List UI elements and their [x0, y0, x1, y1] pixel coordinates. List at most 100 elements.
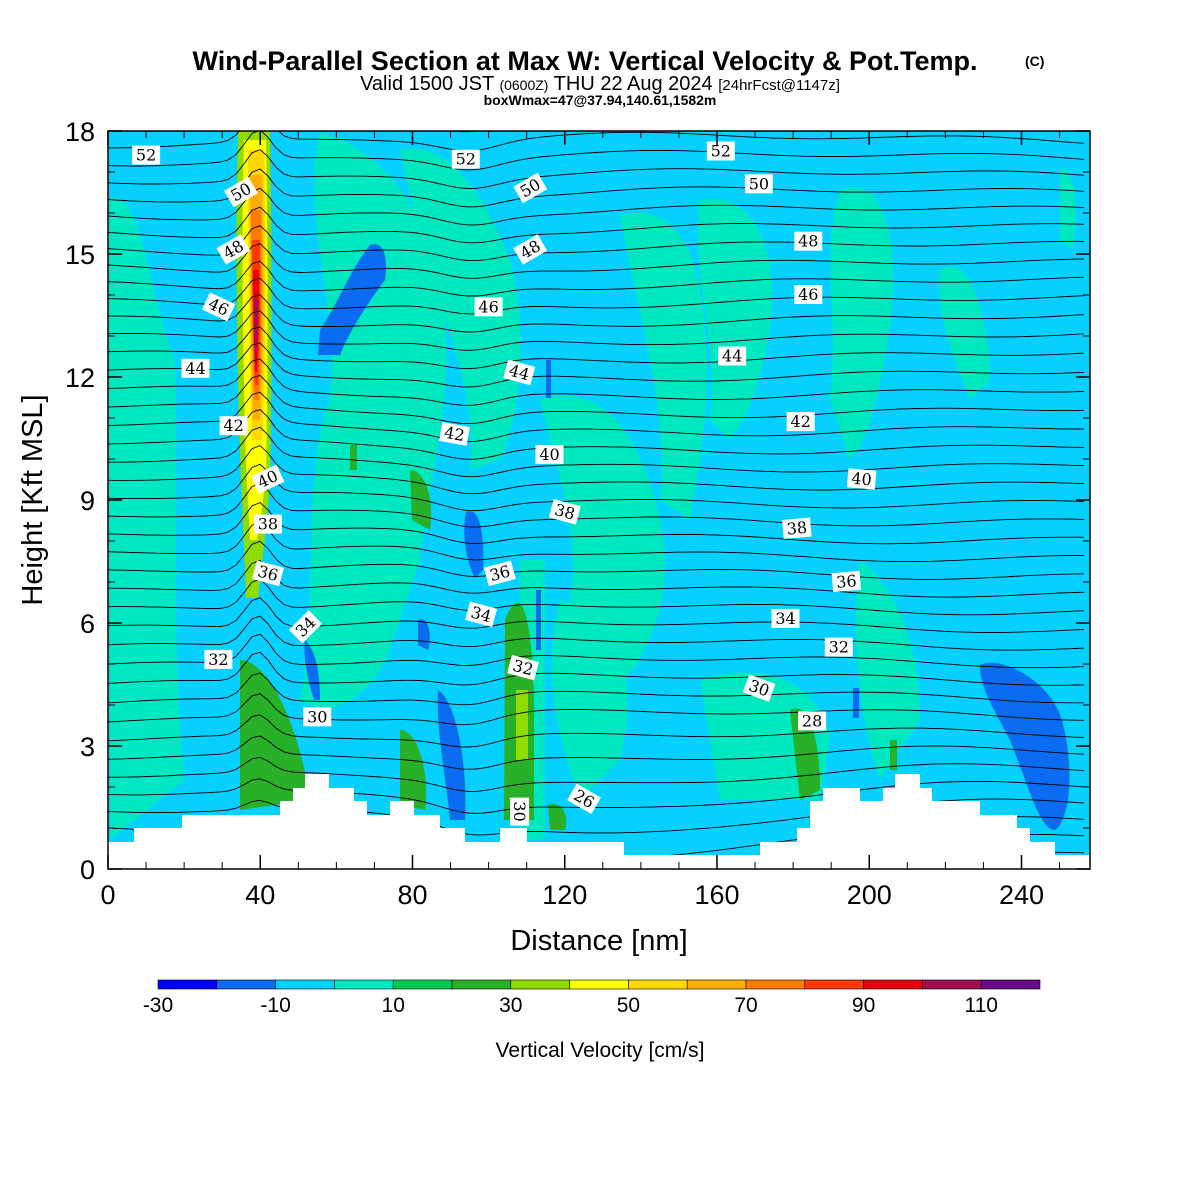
isentrope-label-text: 30 [307, 707, 327, 726]
colorbar-swatch [569, 979, 629, 990]
isentrope-label-box [219, 416, 248, 436]
isentrope-line [108, 243, 1085, 279]
isentrope-label: 30 [510, 797, 530, 826]
isentrope-line [108, 651, 1085, 686]
colorbar-swatch [451, 979, 512, 990]
isentrope-label: 52 [132, 145, 161, 165]
isentrope-line [108, 756, 1085, 792]
x-tick-label: 240 [999, 880, 1044, 910]
isentrope-label-box [794, 231, 823, 251]
isentrope-label-box [782, 517, 812, 539]
isentrope-label-text: 52 [711, 142, 731, 161]
isentrope-label: 52 [706, 141, 735, 161]
isentrope-label-box [507, 654, 540, 681]
isentrope-label-box [846, 468, 877, 490]
y-tick-label: 12 [65, 363, 95, 393]
colorbar-swatch [922, 979, 982, 990]
isentrope-label: 38 [548, 499, 581, 525]
isentrope-label-box [132, 145, 161, 165]
isentrope-label: 36 [483, 560, 516, 587]
isentrope-label-text: 48 [798, 232, 818, 251]
colorbar-swatch [216, 979, 276, 990]
x-tick-label: 80 [397, 880, 427, 910]
chart-title: Wind-Parallel Section at Max W: Vertical… [193, 46, 978, 76]
isentrope-label-box [831, 570, 862, 593]
isentrope-line [108, 615, 1085, 651]
y-tick-label: 6 [80, 609, 95, 639]
isentrope-label-text: 50 [749, 174, 769, 193]
colorbar-swatch [980, 979, 1041, 990]
subtitle-date: THU 22 Aug 2024 [554, 73, 713, 95]
isentrope-label-text: 38 [553, 500, 578, 524]
y-tick-label: 3 [80, 732, 95, 762]
isentrope-label-text: 44 [507, 361, 532, 385]
isentrope-label-text: 30 [510, 801, 529, 821]
y-axis-label: Height [Kft MSL] [17, 394, 49, 605]
isentrope-label-text: 52 [456, 150, 476, 169]
isentrope-label-text: 32 [208, 650, 228, 669]
isentrope-label: 42 [439, 422, 470, 446]
isentrope-label-box [798, 711, 827, 731]
isentrope-label-box [204, 649, 233, 669]
isentrope-line [108, 326, 1085, 370]
isentrope-line [108, 294, 1085, 333]
isentrope-label: 44 [181, 358, 210, 378]
isentrope-label-box [303, 707, 332, 727]
isentrope-label-text: 28 [802, 711, 822, 730]
colorbar: -30 -10 10 30 50 70 90 110 [143, 979, 1041, 1017]
isentrope-line [108, 672, 1084, 706]
colorbar-tick-label: -30 [143, 994, 173, 1017]
x-tick-label: 120 [542, 880, 587, 910]
isentrope-line [108, 578, 1085, 616]
x-tick-label: 40 [245, 880, 275, 910]
isentrope-line [108, 693, 1085, 726]
isentrope-label: 40 [846, 468, 877, 490]
isentrope-label-box [439, 422, 470, 446]
isentrope-label: 50 [744, 174, 773, 194]
isentrope-label-text: 46 [798, 285, 818, 304]
isentrope-line [108, 445, 1085, 495]
title-mark: (C) [1025, 53, 1044, 69]
isentrope-label-text: 40 [539, 445, 559, 464]
isentrope-label-text: 34 [775, 609, 795, 628]
isentrope-label: 42 [219, 416, 248, 436]
isentrope-label: 40 [535, 444, 564, 464]
isentrope-line [108, 187, 1085, 226]
y-tick-label: 9 [80, 486, 95, 516]
isentrope-line [108, 131, 1085, 171]
isentrope-label-text: 36 [488, 562, 513, 586]
isentrope-label-box [513, 172, 548, 204]
isentrope-label-text: 36 [835, 571, 857, 592]
isentrope-label: 38 [253, 514, 282, 534]
isentrope-line [108, 342, 1085, 388]
colorbar-swatch [804, 979, 864, 990]
chart-subtitle-box: boxWmax=47@37.94,140.61,1582m [484, 92, 717, 108]
isentrope-label: 32 [507, 654, 540, 681]
subtitle-fcst: [24hrFcst@1147z] [718, 77, 840, 94]
isentrope-line [108, 391, 1085, 443]
isentrope-label-text: 44 [722, 347, 742, 366]
isentrope-line [108, 149, 1085, 189]
colorbar-tick-label: 30 [499, 994, 522, 1017]
isentrope-label-text: 40 [851, 469, 873, 490]
isentrope-line [108, 206, 1085, 244]
terrain-mask [108, 774, 1090, 869]
subtitle-valid: Valid 1500 JST [360, 73, 494, 95]
isentrope-label-text: 38 [258, 515, 278, 534]
colorbar-tick-label: 70 [734, 994, 757, 1017]
isentrope-label-box [535, 444, 564, 464]
downdraft-field [304, 244, 1070, 830]
colorbar-tick-label: 110 [964, 994, 997, 1017]
isentrope-label: 30 [303, 707, 332, 727]
isentrope-line [108, 225, 1085, 262]
isentrope-label-box [483, 560, 516, 587]
colorbar-swatch [510, 979, 570, 990]
colorbar-swatch [863, 979, 923, 990]
isentrope-line [108, 358, 1085, 406]
isentrope-line [108, 502, 1085, 545]
isentrope-line [108, 260, 1085, 297]
